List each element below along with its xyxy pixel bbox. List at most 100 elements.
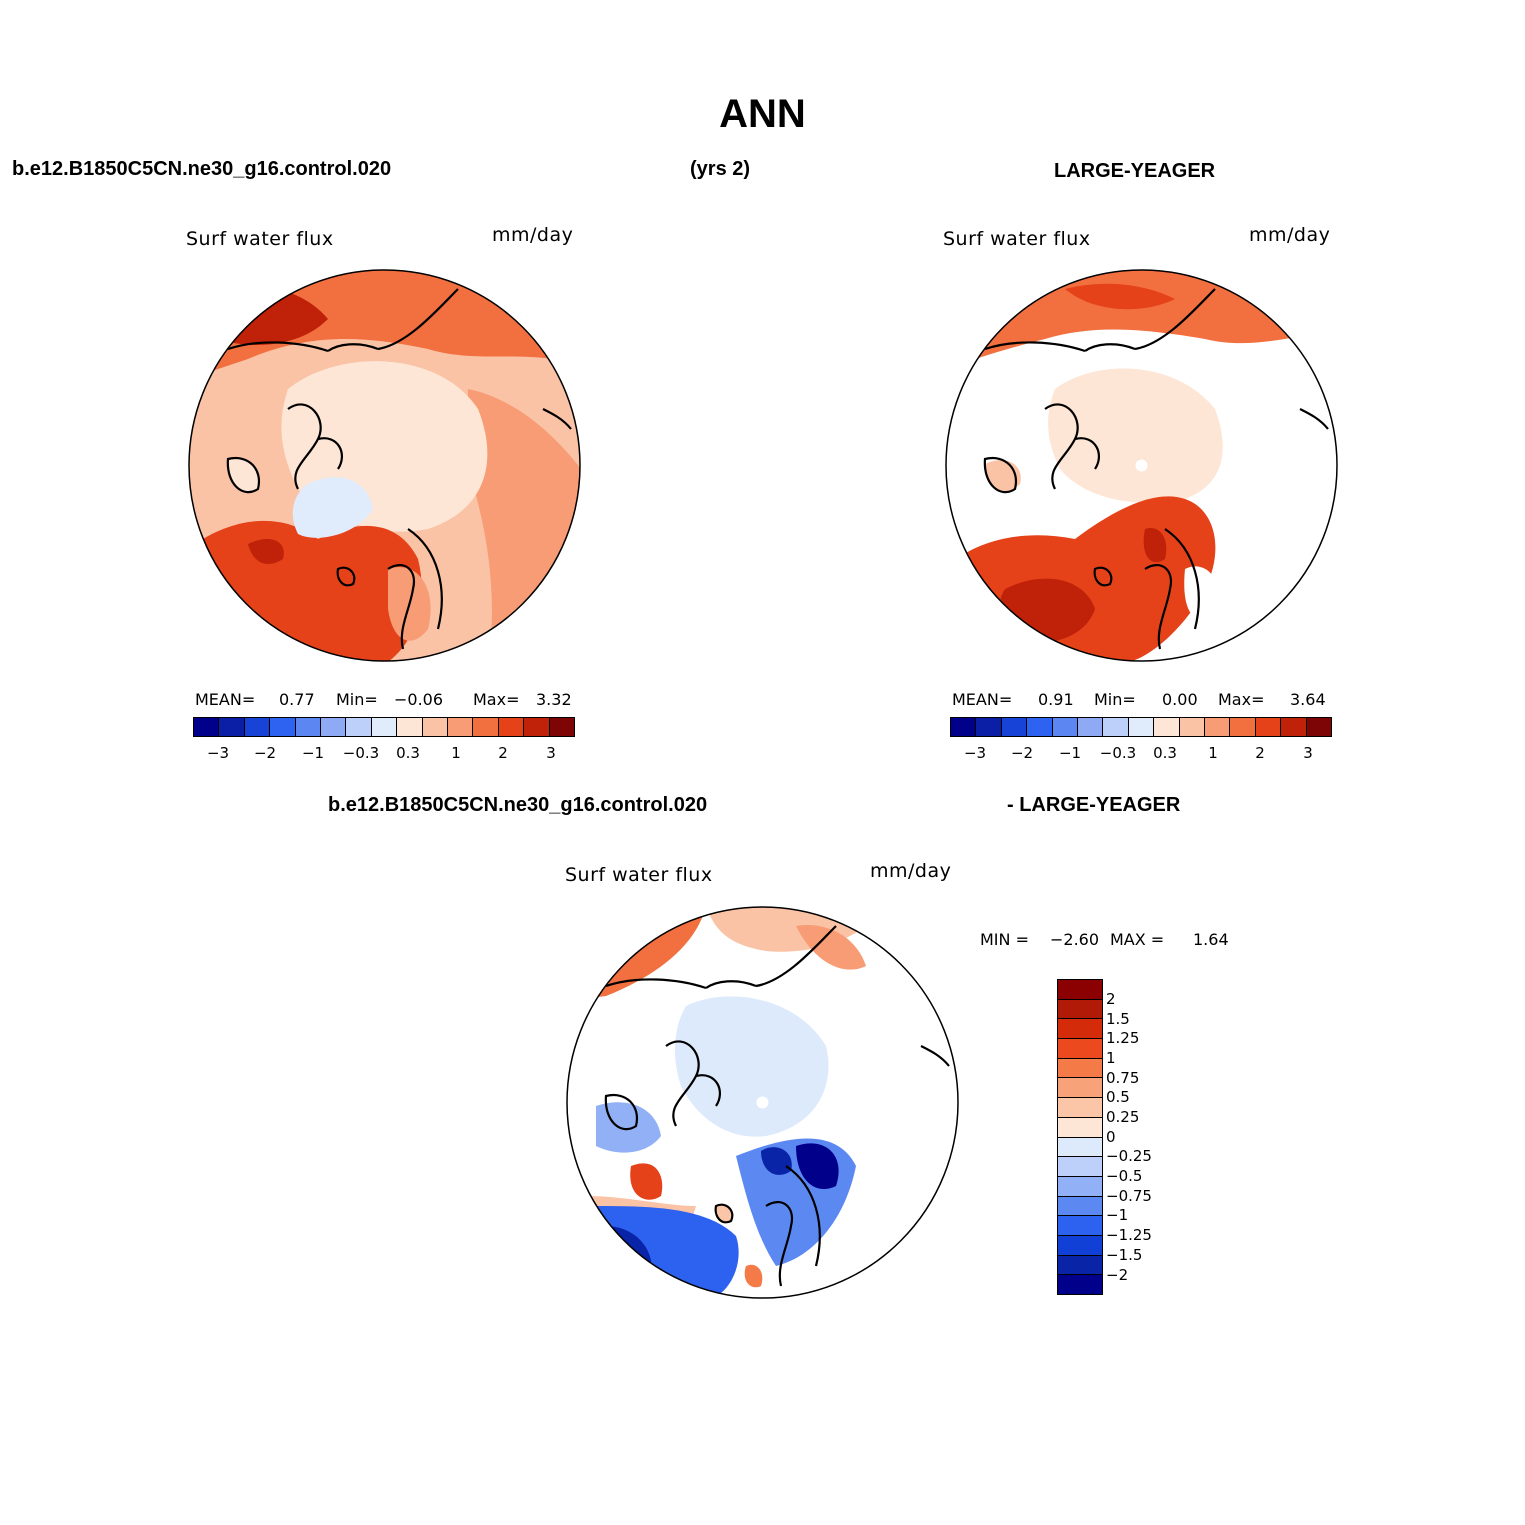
panel2-colorbar-tick: 2 [1255, 744, 1265, 762]
colorbar-cell [295, 718, 322, 736]
colorbar-cell [951, 718, 977, 736]
panel1-colorbar-tick: 0.3 [396, 744, 420, 762]
colorbar-cell [1058, 980, 1102, 1000]
colorbar-cell [397, 718, 423, 736]
page-title: ANN [719, 92, 806, 136]
panel2-max-label: Max= [1218, 690, 1265, 709]
panel1-min-value: −0.06 [394, 690, 444, 709]
colorbar-cell [371, 718, 398, 736]
panel2-colorbar-tick: −0.3 [1099, 744, 1137, 762]
panel1-colorbar-tick: 2 [498, 744, 508, 762]
diff-colorbar-tick: 0.5 [1106, 1088, 1130, 1106]
panel1-mean-value: 0.77 [279, 690, 315, 709]
diff-colorbar-tick: −0.25 [1106, 1147, 1152, 1165]
diff-colorbar-tick: 0.75 [1106, 1069, 1140, 1087]
panel2-colorbar-tick: −2 [1010, 744, 1034, 762]
colorbar-cell [346, 718, 372, 736]
panel2-colorbar-tick: 1 [1208, 744, 1218, 762]
colorbar-cell [1058, 1255, 1102, 1276]
panel2-mean-value: 0.91 [1038, 690, 1074, 709]
panel2-mean-label: MEAN= [952, 690, 1013, 709]
diff-max-label: MAX = [1110, 930, 1165, 949]
colorbar-cell [1306, 718, 1332, 736]
diff-colorbar-tick: 1.25 [1106, 1029, 1140, 1047]
panel2-max-value: 3.64 [1290, 690, 1326, 709]
years-header: (yrs 2) [690, 158, 751, 180]
colorbar-cell [270, 718, 296, 736]
diff-variable-label: Surf water flux [565, 864, 713, 886]
colorbar-cell [524, 718, 550, 736]
diff-colorbar-tick: 1 [1106, 1049, 1116, 1067]
colorbar-cell [498, 718, 525, 736]
panel2-colorbar-tick: 3 [1303, 744, 1313, 762]
panel2-colorbar-tick: −3 [963, 744, 987, 762]
colorbar-cell [1058, 1157, 1102, 1177]
colorbar-cell [1058, 1176, 1102, 1197]
panel2-min-label: Min= [1094, 690, 1136, 709]
colorbar-cell [321, 718, 347, 736]
diff-colorbar [1057, 979, 1103, 1295]
panel1-colorbar-tick: 3 [546, 744, 556, 762]
panel1-min-label: Min= [336, 690, 378, 709]
colorbar-cell [1058, 1039, 1102, 1059]
colorbar-cell [1001, 718, 1028, 736]
panel1-colorbar-tick: −0.3 [342, 744, 380, 762]
panel1-variable-label: Surf water flux [186, 228, 334, 250]
colorbar-cell [473, 718, 499, 736]
colorbar-cell [1058, 1078, 1102, 1099]
case-name-header: b.e12.B1850C5CN.ne30_g16.control.020 [12, 158, 392, 180]
diff-colorbar-tick: −1 [1106, 1206, 1129, 1224]
colorbar-cell [1255, 718, 1282, 736]
colorbar-cell [1154, 718, 1180, 736]
diff-units-label: mm/day [870, 860, 952, 882]
panel2-colorbar-tick: −1 [1058, 744, 1082, 762]
diff-case-name-header: b.e12.B1850C5CN.ne30_g16.control.020 [328, 794, 708, 816]
colorbar-cell [1052, 718, 1079, 736]
panel1-colorbar-tick: −1 [301, 744, 325, 762]
panel1-max-label: Max= [473, 690, 520, 709]
colorbar-cell [244, 718, 271, 736]
colorbar-cell [1058, 1117, 1102, 1138]
panel1-polar-map [188, 269, 581, 662]
diff-polar-map [566, 906, 959, 1299]
colorbar-cell [1128, 718, 1155, 736]
colorbar-cell [1078, 718, 1104, 736]
colorbar-cell [1230, 718, 1256, 736]
diff-colorbar-tick: −1.5 [1106, 1246, 1143, 1264]
colorbar-cell [1027, 718, 1053, 736]
panel1-max-value: 3.32 [536, 690, 572, 709]
panel1-colorbar-tick: −2 [253, 744, 277, 762]
colorbar-cell [1058, 1019, 1102, 1040]
obs-name-header: LARGE-YEAGER [1054, 160, 1216, 182]
colorbar-cell [1058, 1235, 1102, 1256]
colorbar-cell [1058, 1098, 1102, 1118]
colorbar-cell [976, 718, 1002, 736]
panel2-units-label: mm/day [1249, 224, 1331, 246]
colorbar-cell [1058, 999, 1102, 1020]
panel2-colorbar [950, 717, 1332, 737]
panel2-variable-label: Surf water flux [943, 228, 1091, 250]
colorbar-cell [1281, 718, 1307, 736]
panel1-mean-label: MEAN= [195, 690, 256, 709]
colorbar-cell [219, 718, 245, 736]
diff-colorbar-tick: −0.5 [1106, 1167, 1143, 1185]
colorbar-cell [1179, 718, 1206, 736]
colorbar-cell [1058, 1137, 1102, 1158]
diff-colorbar-tick: 0 [1106, 1128, 1116, 1146]
colorbar-cell [1058, 1058, 1102, 1079]
diff-obs-name-header: - LARGE-YEAGER [1007, 794, 1181, 816]
diff-max-value: 1.64 [1193, 930, 1229, 949]
diff-colorbar-tick: 1.5 [1106, 1010, 1130, 1028]
panel1-colorbar [193, 717, 575, 737]
diff-colorbar-tick: 2 [1106, 990, 1116, 1008]
diff-colorbar-tick: −0.75 [1106, 1187, 1152, 1205]
colorbar-cell [194, 718, 220, 736]
colorbar-cell [448, 718, 474, 736]
panel2-polar-map [945, 269, 1338, 662]
panel2-colorbar-tick: 0.3 [1153, 744, 1177, 762]
diff-colorbar-tick: −1.25 [1106, 1226, 1152, 1244]
colorbar-cell [1103, 718, 1129, 736]
colorbar-cell [1058, 1196, 1102, 1217]
colorbar-cell [1058, 1216, 1102, 1236]
colorbar-cell [422, 718, 449, 736]
